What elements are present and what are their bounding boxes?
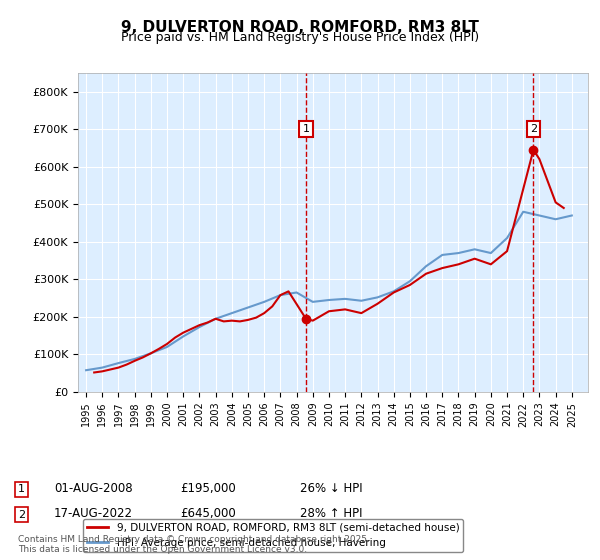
Text: 26% ↓ HPI: 26% ↓ HPI	[300, 482, 362, 494]
Text: Contains HM Land Registry data © Crown copyright and database right 2025.
This d: Contains HM Land Registry data © Crown c…	[18, 535, 370, 554]
Text: £645,000: £645,000	[180, 507, 236, 520]
Text: 9, DULVERTON ROAD, ROMFORD, RM3 8LT: 9, DULVERTON ROAD, ROMFORD, RM3 8LT	[121, 20, 479, 35]
Text: Price paid vs. HM Land Registry's House Price Index (HPI): Price paid vs. HM Land Registry's House …	[121, 31, 479, 44]
Text: £195,000: £195,000	[180, 482, 236, 494]
Text: 2: 2	[18, 510, 25, 520]
Text: 17-AUG-2022: 17-AUG-2022	[54, 507, 133, 520]
Text: 1: 1	[18, 484, 25, 494]
Text: 2: 2	[530, 124, 537, 134]
Text: 1: 1	[302, 124, 310, 134]
Legend: 9, DULVERTON ROAD, ROMFORD, RM3 8LT (semi-detached house), HPI: Average price, s: 9, DULVERTON ROAD, ROMFORD, RM3 8LT (sem…	[83, 519, 463, 552]
Text: 28% ↑ HPI: 28% ↑ HPI	[300, 507, 362, 520]
Text: 01-AUG-2008: 01-AUG-2008	[54, 482, 133, 494]
